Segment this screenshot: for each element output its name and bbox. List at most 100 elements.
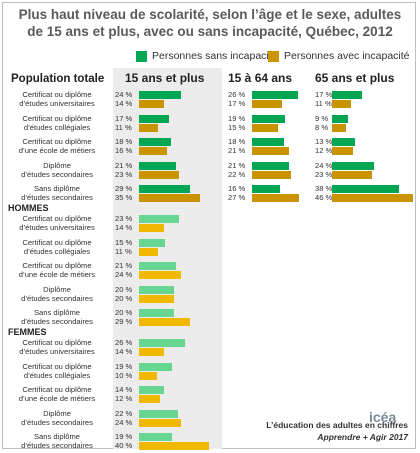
brand-logo: icéa	[369, 409, 397, 425]
bar-population-totale-65-plus-avec-sans-diplome	[332, 194, 413, 202]
value-label: 46 %	[315, 193, 333, 202]
bar-population-totale-65-plus-avec-secondaire	[332, 170, 373, 179]
value-label: 14 %	[115, 385, 133, 394]
value-label: 22 %	[115, 408, 133, 418]
bar-population-totale-15-64-sans-secondaire	[252, 161, 289, 170]
bar-population-totale-15-64-sans-universitaire	[252, 91, 298, 99]
legend-label-avec: Personnes avec incapacité	[284, 50, 410, 62]
value-label: 16 %	[115, 146, 133, 155]
row-label-sans-diplome: Sans diplôme d’études secondaires	[21, 184, 93, 202]
section-title-hommes: HOMMES	[8, 203, 49, 213]
bar-population-totale-15-plus-sans-collegial	[139, 114, 169, 123]
value-label: 12 %	[115, 394, 133, 403]
value-label: 14 %	[115, 223, 133, 232]
bar-hommes-15-plus-avec-universitaire	[139, 224, 164, 232]
legend-item-sans: Personnes sans incapacité	[136, 50, 278, 62]
chart-title: Plus haut niveau de scolarité, selon l’â…	[0, 6, 420, 40]
bar-femmes-15-plus-sans-secondaire	[139, 409, 178, 418]
value-label: 24 %	[115, 417, 133, 427]
bar-population-totale-15-64-avec-collegial	[252, 123, 279, 132]
row-label-metiers: Certificat ou diplôme d’une école de méti…	[18, 261, 96, 279]
bar-femmes-15-plus-sans-metiers	[139, 386, 164, 394]
row-label-metiers: Certificat ou diplôme d’une école de méti…	[18, 137, 96, 155]
value-label: 20 %	[115, 284, 133, 294]
row-label-sans-diplome: Sans diplôme d’études secondaires	[21, 432, 93, 450]
section-title-population: Population totale	[11, 73, 105, 85]
value-label: 19 %	[228, 113, 246, 123]
section-title-femmes: FEMMES	[8, 327, 47, 337]
bar-hommes-15-plus-avec-collegial	[139, 247, 159, 256]
bar-femmes-15-plus-avec-secondaire	[139, 418, 181, 427]
value-label: 20 %	[115, 308, 133, 317]
row-label-collegial: Certificat ou diplôme d’études collégiale…	[22, 237, 92, 256]
bar-population-totale-65-plus-avec-universitaire	[332, 100, 352, 108]
bar-population-totale-65-plus-sans-sans-diplome	[332, 185, 399, 193]
bar-hommes-15-plus-sans-metiers	[139, 262, 176, 270]
row-label-universitaire: Certificat ou diplôme d’études universita…	[19, 214, 95, 232]
chart-title-line1: Plus haut niveau de scolarité, selon l’â…	[18, 7, 402, 22]
value-label: 24 %	[315, 160, 333, 170]
value-label: 15 %	[228, 122, 246, 132]
column-header-15-64: 15 à 64 ans	[228, 71, 293, 85]
bar-population-totale-15-plus-avec-sans-diplome	[139, 194, 201, 202]
bar-hommes-15-plus-sans-universitaire	[139, 215, 180, 223]
value-label: 26 %	[115, 338, 133, 347]
value-label: 21 %	[228, 146, 246, 155]
value-label: 17 %	[315, 90, 333, 99]
value-label: 11 %	[115, 122, 132, 132]
row-label-secondaire: Diplôme d’études secondaires	[21, 284, 93, 303]
row-label-universitaire: Certificat ou diplôme d’études universita…	[19, 338, 95, 356]
legend-swatch-avec	[268, 50, 279, 62]
value-label: 18 %	[228, 137, 246, 146]
value-label: 16 %	[228, 184, 246, 193]
value-label: 10 %	[115, 370, 133, 380]
row-label-collegial: Certificat ou diplôme d’études collégiale…	[22, 113, 92, 132]
bar-population-totale-15-64-sans-sans-diplome	[252, 185, 280, 193]
value-label: 21 %	[228, 160, 246, 170]
value-label: 21 %	[115, 160, 133, 170]
value-label: 29 %	[115, 184, 133, 193]
value-label: 22 %	[228, 169, 246, 179]
value-label: 23 %	[115, 214, 133, 223]
bar-femmes-15-plus-sans-universitaire	[139, 339, 185, 347]
row-label-collegial: Certificat ou diplôme d’études collégiale…	[22, 361, 92, 380]
row-label-universitaire: Certificat ou diplôme d’études universita…	[19, 90, 95, 108]
value-label: 40 %	[115, 441, 133, 450]
value-label: 24 %	[115, 270, 133, 279]
value-label: 13 %	[315, 137, 333, 146]
value-label: 19 %	[115, 432, 133, 441]
value-label: 20 %	[115, 293, 133, 303]
bar-femmes-15-plus-avec-metiers	[139, 395, 160, 403]
value-label: 14 %	[115, 99, 133, 108]
value-label: 18 %	[115, 137, 133, 146]
bar-population-totale-15-plus-sans-secondaire	[139, 161, 176, 170]
value-label: 19 %	[115, 361, 133, 371]
bar-population-totale-65-plus-sans-metiers	[332, 138, 355, 146]
bar-femmes-15-plus-avec-sans-diplome	[139, 442, 209, 450]
value-label: 29 %	[115, 317, 133, 326]
bar-femmes-15-plus-avec-universitaire	[139, 348, 164, 356]
row-label-sans-diplome: Sans diplôme d’études secondaires	[21, 308, 93, 326]
bar-hommes-15-plus-sans-secondaire	[139, 285, 174, 294]
brand-edition: Apprendre + Agir 2017	[317, 432, 408, 442]
bar-hommes-15-plus-avec-metiers	[139, 271, 181, 279]
bar-population-totale-65-plus-sans-universitaire	[332, 91, 362, 99]
legend-swatch-sans	[136, 50, 147, 62]
row-label-secondaire: Diplôme d’études secondaires	[21, 408, 93, 427]
bar-population-totale-15-64-sans-collegial	[252, 114, 286, 123]
value-label: 38 %	[315, 184, 333, 193]
row-label-metiers: Certificat ou diplôme d’une école de méti…	[18, 385, 96, 403]
bar-population-totale-65-plus-avec-collegial	[332, 123, 346, 132]
chart-title-line2: de 15 ans et plus, avec ou sans incapaci…	[27, 24, 393, 39]
bar-femmes-15-plus-sans-collegial	[139, 362, 173, 371]
column-header-15-plus: 15 ans et plus	[125, 71, 205, 85]
bar-population-totale-15-plus-avec-metiers	[139, 147, 167, 155]
bar-hommes-15-plus-avec-secondaire	[139, 294, 174, 303]
legend: Personnes sans incapacité Personnes avec…	[0, 50, 420, 64]
bar-hommes-15-plus-sans-sans-diplome	[139, 309, 174, 317]
value-label: 23 %	[115, 169, 133, 179]
legend-label-sans: Personnes sans incapacité	[152, 50, 278, 62]
column-highlight-band	[113, 68, 222, 449]
bar-population-totale-15-plus-avec-collegial	[139, 123, 159, 132]
value-label: 9 %	[315, 113, 329, 123]
